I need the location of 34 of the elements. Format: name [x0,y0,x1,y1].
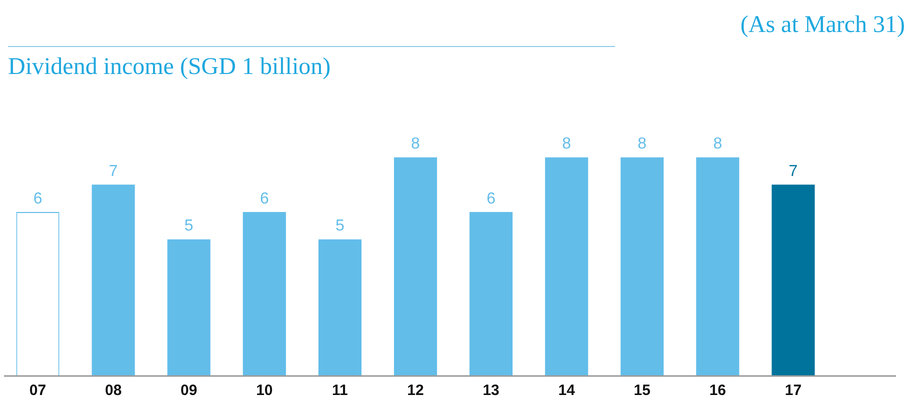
chart-subtitle: (As at March 31) [740,12,905,39]
x-tick-label: 10 [256,382,273,400]
data-label: 8 [713,136,722,153]
data-label: 7 [108,163,118,180]
x-tick-label: 09 [180,382,198,400]
x-tick-label: 11 [332,382,348,400]
bar [318,239,362,376]
x-tick-label: 13 [482,382,500,400]
data-label: 8 [411,136,420,153]
bar [470,212,513,376]
bar [242,212,286,376]
bar [92,184,135,376]
bar [620,157,664,376]
data-label: 6 [486,190,496,208]
x-tick-label: 14 [558,382,576,400]
x-tick-label: 12 [407,382,424,400]
data-label: 8 [638,136,647,153]
chart-title: Dividend income (SGD 1 billion) [8,54,331,81]
x-tick-label: 16 [709,382,726,400]
x-tick-label: 07 [29,382,46,400]
bar [696,157,740,376]
data-label: 7 [788,163,798,180]
data-label: 8 [562,136,572,153]
data-label: 5 [184,218,194,235]
bar [545,157,588,376]
x-tick-label: 08 [104,382,122,400]
bar [394,157,438,376]
x-tick-label: 17 [784,382,802,400]
data-label: 6 [33,190,42,208]
x-tick-label: 15 [634,382,650,400]
bar [167,239,210,376]
data-label: 5 [336,218,344,235]
data-label: 6 [260,190,269,208]
bar [772,184,815,376]
